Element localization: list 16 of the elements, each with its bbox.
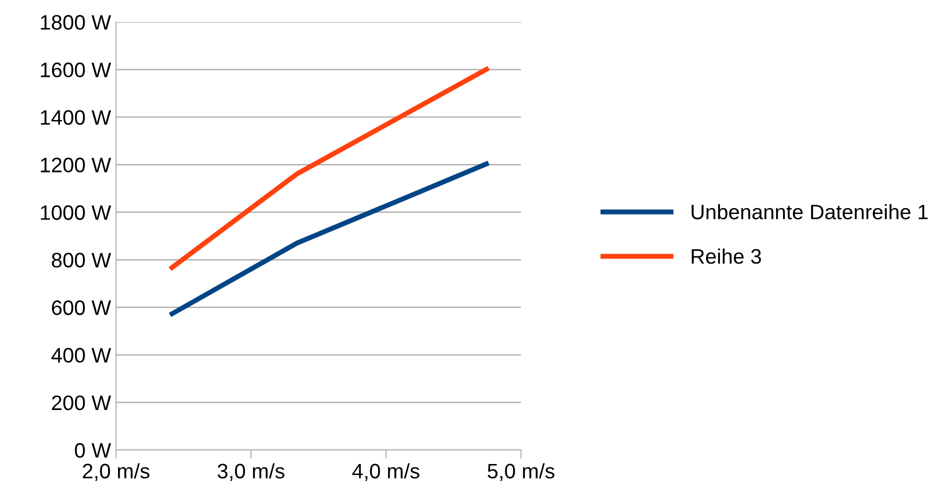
legend-label: Reihe 3	[692, 248, 761, 264]
y-tick-label: 1600 W	[40, 62, 112, 78]
y-tick-label: 1000 W	[40, 205, 112, 220]
y-tick-label: 0 W	[74, 443, 112, 458]
y-tick-label: 600 W	[52, 300, 112, 316]
y-tick-label: 400 W	[51, 348, 112, 363]
y-tick-label: 200 W	[52, 395, 112, 410]
y-tick-label: 800 W	[52, 252, 112, 268]
x-tick-label: 2,0 m/s	[82, 463, 150, 481]
legend-label: Unbenannte Datenreihe 1	[692, 204, 928, 220]
y-tick-label: 1200 W	[40, 158, 112, 172]
y-tick-label: 1800 W	[40, 15, 112, 30]
y-tick-label: 1400 W	[40, 110, 112, 125]
x-tick-label: 4,0 m/s	[352, 463, 420, 481]
x-tick-label: 3,0 m/s	[218, 463, 284, 481]
x-tick-label: 5,0 m/s	[488, 463, 554, 481]
